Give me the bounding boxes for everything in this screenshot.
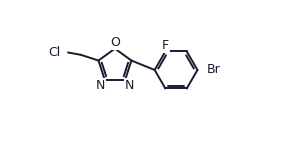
Text: Cl: Cl <box>49 46 61 59</box>
Text: F: F <box>162 39 169 52</box>
Text: N: N <box>125 79 134 92</box>
Text: N: N <box>95 79 105 92</box>
Text: Br: Br <box>207 64 220 76</box>
Text: O: O <box>110 36 120 49</box>
